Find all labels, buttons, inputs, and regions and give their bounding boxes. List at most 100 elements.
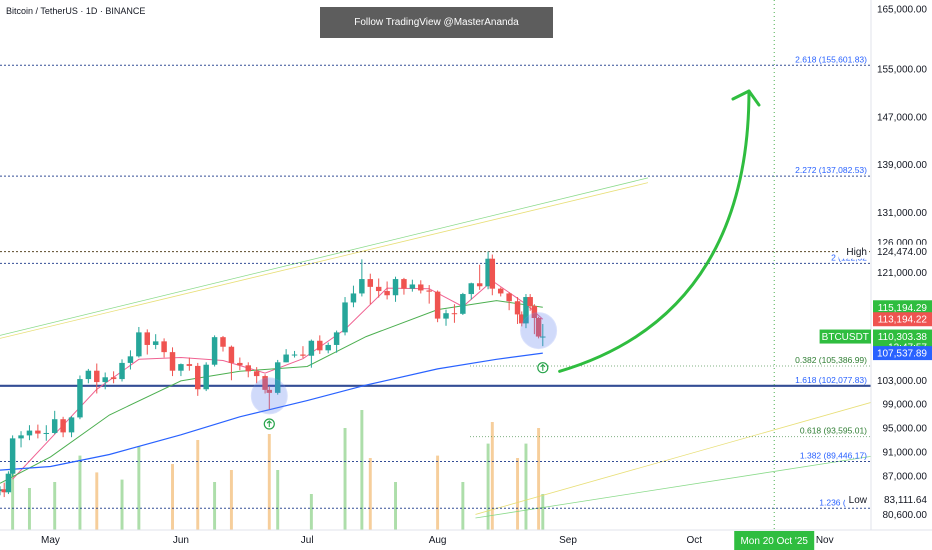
y-tick-label: 139,000.00 bbox=[877, 160, 927, 171]
volume-bar bbox=[368, 458, 372, 530]
volume-bar bbox=[27, 488, 31, 530]
fib-label: 2.272 (137,082.53) bbox=[795, 165, 867, 175]
symbol-title[interactable]: Bitcoin / TetherUS · 1D · BINANCE bbox=[6, 6, 146, 16]
candle-body bbox=[237, 362, 243, 366]
forecast-arrowhead bbox=[731, 89, 761, 107]
candle-body bbox=[308, 340, 315, 356]
fib-label: 1.618 (102,077.83) bbox=[795, 375, 867, 385]
candle-body bbox=[514, 301, 521, 315]
ma-line-ma_fast bbox=[12, 280, 544, 480]
volume-bar bbox=[461, 482, 465, 530]
candles[interactable] bbox=[0, 251, 546, 498]
follow-banner[interactable]: Follow TradingView @MasterAnanda bbox=[320, 7, 553, 38]
up-arrow-glyph bbox=[540, 363, 546, 371]
fib-label: 1.236 (81,63 bbox=[819, 497, 867, 507]
candle-body bbox=[443, 313, 449, 319]
candle-body bbox=[60, 419, 66, 433]
forecast-arrow bbox=[558, 89, 751, 373]
candle-body bbox=[283, 354, 289, 363]
y-tick-label: 126,000.00 bbox=[877, 238, 927, 249]
volume-bar bbox=[524, 443, 528, 530]
volume-bar bbox=[120, 479, 124, 530]
candle-body bbox=[35, 430, 41, 434]
price-tag-bg bbox=[873, 312, 932, 327]
candle-body bbox=[161, 341, 167, 353]
annotations bbox=[250, 0, 775, 530]
trendline-channel_lower2 bbox=[475, 455, 872, 519]
candle-body bbox=[540, 336, 546, 338]
volume-bar bbox=[267, 434, 271, 530]
volume-layer bbox=[11, 410, 545, 530]
candle-body bbox=[119, 362, 125, 380]
candle-body bbox=[460, 294, 466, 314]
candle-body bbox=[274, 362, 281, 393]
candle-body bbox=[85, 370, 92, 380]
y-axis[interactable]: 165,000.00 155,000.00 147,000.00 139,000.00… bbox=[877, 4, 927, 520]
price-tag-bg bbox=[873, 346, 932, 361]
candle-body bbox=[468, 283, 475, 295]
fib-label: 2.618 (155,601.83) bbox=[795, 54, 867, 64]
y-tick-label: 95,000.00 bbox=[883, 424, 928, 435]
candle-body bbox=[136, 332, 142, 357]
price-tag-label-bg bbox=[819, 329, 871, 344]
candle-body bbox=[9, 438, 16, 474]
price-tag-label: BTCUSDT bbox=[822, 332, 869, 343]
candle-body bbox=[519, 314, 525, 324]
price-tag-value: 83,111.64 bbox=[884, 495, 927, 506]
trendline-channel_lower bbox=[475, 402, 872, 515]
y-tick-label: 147,000.00 bbox=[877, 112, 927, 123]
y-tick-label: 165,000.00 bbox=[877, 4, 927, 15]
candle-body bbox=[359, 279, 365, 294]
x-axis[interactable]: May Jun Jul Aug Sep Oct Nov Mon 20 Oct '25 bbox=[41, 531, 834, 550]
volume-bar bbox=[309, 494, 313, 530]
candle-body bbox=[409, 284, 416, 289]
candle-body bbox=[186, 364, 193, 366]
volume-bar bbox=[53, 482, 57, 530]
volume-bar bbox=[541, 494, 545, 530]
volume-bar bbox=[276, 470, 280, 530]
price-tag-label: Low bbox=[849, 495, 868, 506]
candle-body bbox=[401, 279, 407, 289]
volume-bar bbox=[137, 446, 141, 530]
candle-body bbox=[77, 379, 83, 418]
candle-body bbox=[451, 313, 458, 315]
candle-body bbox=[51, 419, 58, 433]
volume-bar bbox=[78, 455, 82, 530]
candle-body bbox=[342, 302, 348, 333]
candle-body bbox=[195, 365, 201, 390]
volume-bar bbox=[360, 410, 364, 530]
price-tag-label-bg bbox=[839, 244, 869, 259]
crosshair-date-badge bbox=[734, 531, 815, 550]
candle-body bbox=[94, 370, 100, 383]
candle-body bbox=[418, 284, 424, 291]
candle-body bbox=[333, 332, 340, 345]
y-tick-label: 121,000.00 bbox=[877, 268, 927, 279]
fib-label: 0.618 (93,595.01) bbox=[800, 426, 867, 436]
candle-body bbox=[367, 279, 374, 287]
fib-label: 1.382 (89,446.17) bbox=[800, 450, 867, 460]
candle-body bbox=[506, 293, 512, 302]
candle-body bbox=[527, 297, 533, 307]
candle-body bbox=[211, 337, 218, 365]
price-tag-value: 115,194.29 bbox=[878, 303, 928, 314]
volume-bar bbox=[436, 455, 440, 530]
volume-bar bbox=[11, 464, 15, 530]
price-tag-label: High bbox=[846, 247, 867, 258]
candle-body bbox=[497, 288, 504, 294]
candle-body bbox=[375, 286, 382, 292]
x-tick-label: Aug bbox=[429, 535, 447, 546]
candle-body bbox=[253, 371, 260, 377]
candle-body bbox=[5, 473, 12, 493]
candle-body bbox=[68, 417, 75, 433]
candle-body bbox=[291, 354, 298, 356]
price-tag-bg bbox=[873, 244, 932, 259]
x-tick-label: Sep bbox=[559, 535, 577, 546]
candle-body bbox=[266, 389, 273, 393]
trendline-layer bbox=[0, 177, 872, 519]
candle-body bbox=[102, 377, 108, 383]
candle-body bbox=[228, 346, 235, 363]
y-tick-label: 87,000.00 bbox=[883, 472, 928, 483]
highlight-circle bbox=[250, 377, 288, 415]
